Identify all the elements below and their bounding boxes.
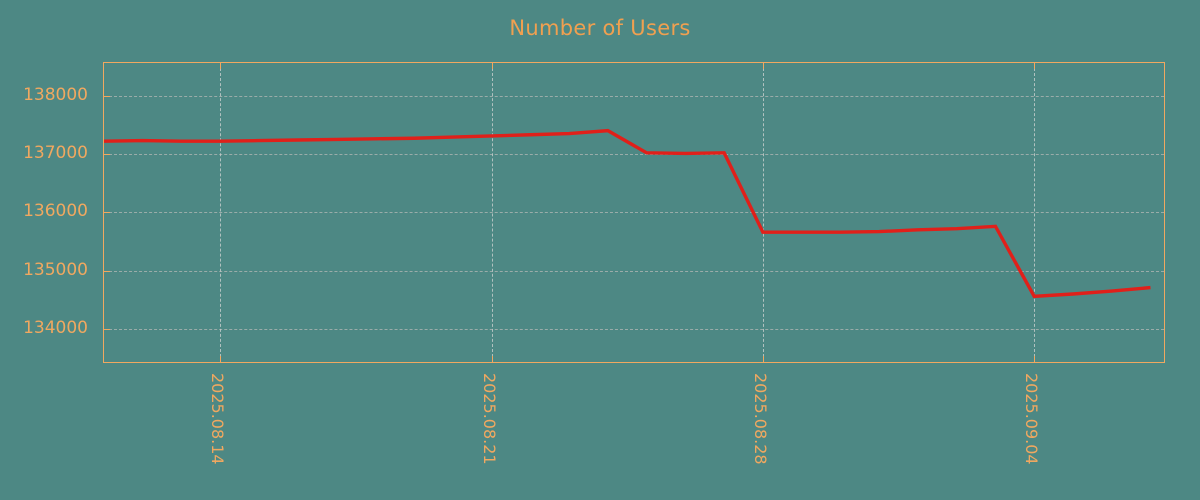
x-axis-tick [491, 356, 493, 362]
plot-inner [104, 63, 1164, 362]
x-axis-label: 2025.08.21 [479, 373, 499, 465]
y-axis-tick [104, 154, 110, 155]
gridline-vertical [1034, 63, 1036, 362]
x-axis-label: 2025.09.04 [1022, 373, 1042, 465]
gridline-horizontal [104, 270, 1164, 272]
y-axis-tick [104, 95, 110, 97]
gridline-vertical [491, 63, 493, 362]
gridline-vertical [762, 63, 764, 362]
y-axis-tick [104, 212, 110, 214]
x-axis-tick-top [762, 63, 764, 69]
x-axis-tick-top [491, 63, 493, 69]
x-axis-tick-top [1034, 63, 1036, 69]
x-axis-tick [220, 356, 222, 362]
x-axis-label: 2025.08.28 [750, 373, 770, 465]
gridline-horizontal [104, 154, 1164, 155]
y-axis-label: 137000 [23, 143, 88, 163]
x-axis-tick [762, 356, 764, 362]
y-axis-label: 135000 [23, 259, 88, 280]
y-axis-label: 136000 [23, 201, 88, 222]
x-axis-label: 2025.08.14 [208, 373, 228, 465]
gridline-horizontal [104, 212, 1164, 214]
x-axis-tick [1034, 356, 1036, 362]
gridline-horizontal [104, 329, 1164, 330]
x-axis-tick-top [220, 63, 222, 69]
gridline-horizontal [104, 95, 1164, 97]
y-axis-label: 134000 [23, 318, 88, 338]
y-axis-tick [104, 329, 110, 330]
data-line-number-of-users [104, 128, 1151, 299]
y-axis-label: 138000 [23, 84, 88, 105]
page-title: Number of Users [509, 16, 691, 40]
y-axis-tick [104, 270, 110, 272]
gridline-vertical [220, 63, 222, 362]
data-series-layer [104, 128, 1151, 299]
plot-area [103, 62, 1165, 363]
